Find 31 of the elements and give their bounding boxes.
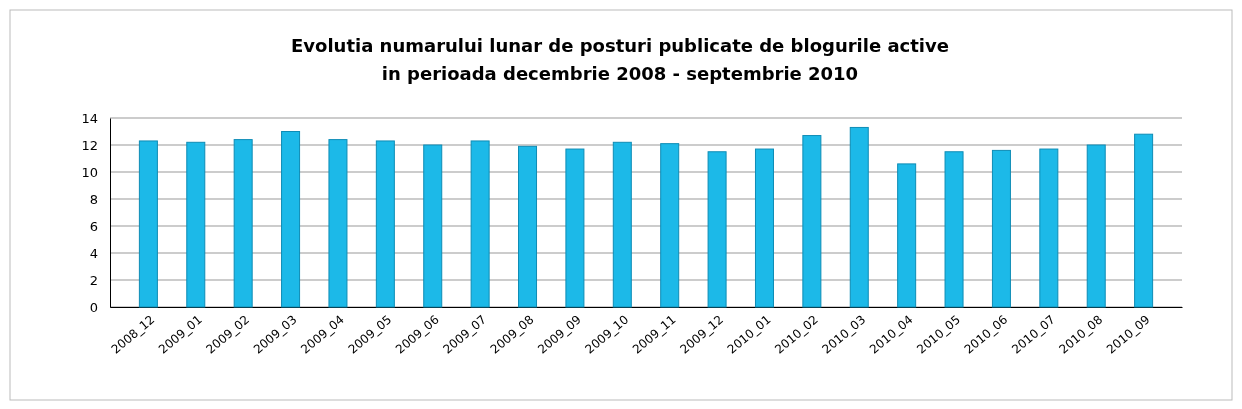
y-tick-label: 14 bbox=[81, 110, 98, 126]
y-tick-label: 4 bbox=[89, 245, 98, 261]
y-tick-label: 12 bbox=[81, 137, 98, 153]
bar bbox=[897, 163, 917, 308]
bar bbox=[470, 140, 490, 308]
bar bbox=[565, 148, 585, 308]
bar bbox=[186, 141, 206, 308]
bar bbox=[1039, 148, 1059, 308]
bar bbox=[612, 141, 632, 308]
y-tick-label: 2 bbox=[89, 272, 98, 288]
bar bbox=[1134, 133, 1154, 308]
y-tick-label: 0 bbox=[89, 299, 98, 315]
bar bbox=[233, 139, 253, 308]
chart-title: Evolutia numarului lunar de posturi publicate de blogurile active in perioada decembrie 2008 - septembrie 2010 bbox=[291, 35, 949, 84]
bar bbox=[423, 144, 443, 308]
bar bbox=[518, 145, 538, 308]
bar bbox=[375, 140, 395, 308]
bar bbox=[1086, 144, 1106, 308]
bar bbox=[138, 140, 158, 308]
bar bbox=[754, 148, 774, 308]
y-tick-label: 8 bbox=[89, 191, 98, 207]
bar bbox=[328, 139, 348, 308]
bar bbox=[802, 135, 822, 308]
bar bbox=[707, 151, 727, 308]
y-tick-label: 10 bbox=[81, 164, 98, 180]
bar bbox=[660, 143, 680, 308]
y-tick-label: 6 bbox=[89, 218, 98, 234]
bar bbox=[281, 131, 301, 308]
bar bbox=[849, 126, 869, 308]
bar bbox=[944, 151, 964, 308]
bar bbox=[991, 149, 1011, 308]
